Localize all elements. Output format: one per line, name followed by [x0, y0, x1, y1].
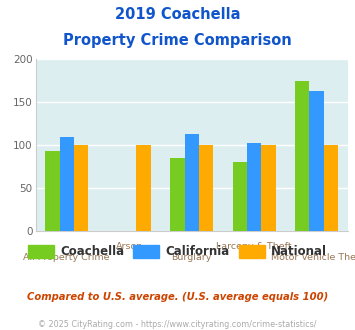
Bar: [170, 158, 185, 231]
Bar: [45, 151, 60, 231]
Bar: [261, 145, 276, 231]
Bar: [324, 145, 338, 231]
Text: Compared to U.S. average. (U.S. average equals 100): Compared to U.S. average. (U.S. average …: [27, 292, 328, 302]
Bar: [74, 145, 88, 231]
Text: All Property Crime: All Property Crime: [23, 253, 110, 262]
Text: © 2025 CityRating.com - https://www.cityrating.com/crime-statistics/: © 2025 CityRating.com - https://www.city…: [38, 320, 317, 329]
Text: Motor Vehicle Theft: Motor Vehicle Theft: [271, 253, 355, 262]
Text: Property Crime Comparison: Property Crime Comparison: [63, 33, 292, 48]
Text: Arson: Arson: [116, 242, 143, 251]
Bar: [310, 91, 324, 231]
Bar: [199, 145, 213, 231]
Bar: [233, 162, 247, 231]
Text: Burglary: Burglary: [171, 253, 212, 262]
Text: 2019 Coachella: 2019 Coachella: [115, 7, 240, 21]
Legend: Coachella, California, National: Coachella, California, National: [23, 240, 332, 263]
Text: Larceny & Theft: Larceny & Theft: [216, 242, 292, 251]
Bar: [136, 145, 151, 231]
Bar: [295, 81, 310, 231]
Bar: [185, 134, 199, 231]
Bar: [60, 137, 74, 231]
Bar: [247, 143, 261, 231]
